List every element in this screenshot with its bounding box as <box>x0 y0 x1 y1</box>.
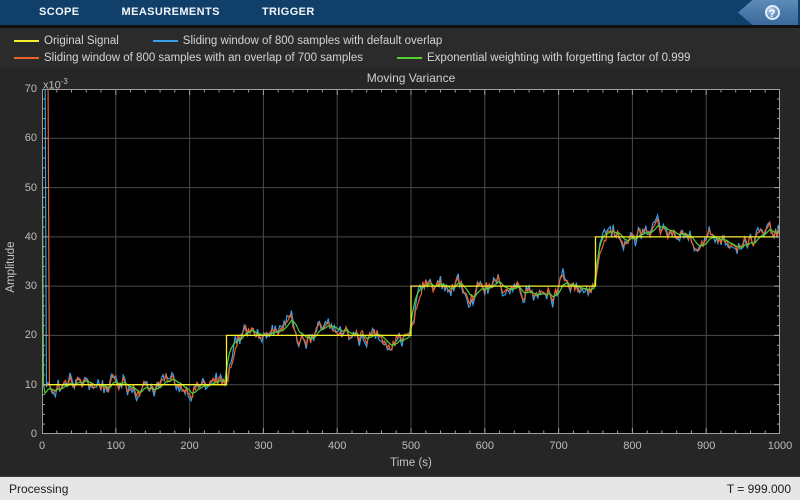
help-icon[interactable]: ? <box>764 5 780 20</box>
y-tick-label: 30 <box>24 280 37 293</box>
legend-line-swatch <box>152 39 178 42</box>
axes-border <box>42 89 780 434</box>
series-line-original-signal <box>42 236 780 386</box>
legend-item-label: Original Signal <box>44 34 119 47</box>
legend-item-label: Exponential weighting with forgetting fa… <box>427 51 691 64</box>
legend-line-swatch <box>397 56 422 59</box>
y-tick-label: 60 <box>24 132 37 145</box>
legend-line-swatch <box>14 39 39 42</box>
y-tick-label: 10 <box>24 378 37 391</box>
x-tick-label: 800 <box>623 440 642 452</box>
x-tick-label: 600 <box>475 440 494 452</box>
simulation-time: T = 999.000 <box>726 481 791 496</box>
tab-scope[interactable]: SCOPE <box>39 6 80 18</box>
legend: Original Signal Sliding window of 800 sam… <box>0 28 800 68</box>
legend-line-swatch <box>14 56 39 59</box>
x-tick-label: 100 <box>106 440 125 452</box>
x-tick-label: 300 <box>254 440 273 452</box>
y-tick-label: 50 <box>24 181 37 194</box>
help-ribbon[interactable]: ? <box>738 0 798 25</box>
legend-item-2[interactable]: Sliding window of 800 samples with an ov… <box>14 49 363 66</box>
legend-item-0[interactable]: Original Signal <box>14 32 119 49</box>
y-tick-label: 70 <box>24 83 37 95</box>
status-message: Processing <box>9 481 69 496</box>
toolbar-divider <box>0 25 800 28</box>
legend-item-label: Sliding window of 800 samples with an ov… <box>44 51 363 64</box>
legend-item-label: Sliding window of 800 samples with defau… <box>182 34 443 47</box>
x-tick-label: 700 <box>549 440 568 452</box>
legend-item-3[interactable]: Exponential weighting with forgetting fa… <box>397 49 690 66</box>
y-tick-label: 20 <box>24 329 37 342</box>
status-bar: Processing T = 999.000 <box>0 476 800 500</box>
x-tick-label: 900 <box>697 440 716 452</box>
tab-toolbar: SCOPE MEASUREMENTS TRIGGER ? <box>0 0 800 25</box>
plot-area[interactable] <box>42 89 780 434</box>
y-tick-label: 40 <box>24 230 37 243</box>
x-tick-label: 500 <box>401 440 421 452</box>
x-tick-label: 0 <box>38 440 46 452</box>
x-tick-label: 200 <box>180 440 199 452</box>
x-tick-label: 400 <box>328 440 347 452</box>
legend-item-1[interactable]: Sliding window of 800 samples with defau… <box>152 32 443 49</box>
tab-measurements[interactable]: MEASUREMENTS <box>121 6 220 18</box>
tab-trigger[interactable]: TRIGGER <box>261 6 315 18</box>
chart-title: Moving Variance <box>366 71 456 85</box>
x-axis-label: Time (s) <box>390 457 432 469</box>
y-tick-label: 0 <box>30 428 37 440</box>
chart-region: Moving Variance x10-3 Amplitude Time (s)… <box>0 68 800 476</box>
x-tick-label: 1000 <box>767 440 793 452</box>
